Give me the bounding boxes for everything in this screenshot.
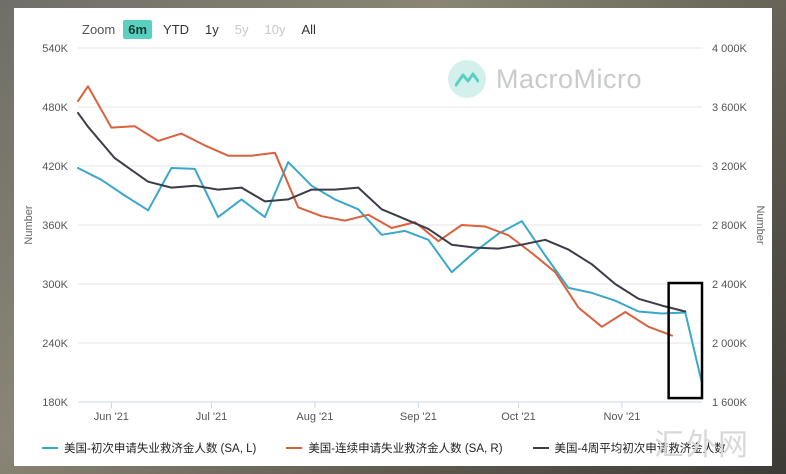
y-right-tick-label: 4 000K (712, 43, 748, 55)
zoom-5y-button: 5y (234, 21, 249, 37)
site-watermark: 汇外网 (654, 428, 750, 463)
legend-swatch-continuing-claims (286, 447, 303, 449)
y-left-tick-label: 540K (42, 43, 68, 55)
legend-swatch-4wk-average (532, 447, 549, 449)
series-line-initial-claims (77, 161, 703, 385)
y-left-tick-label: 360K (42, 220, 68, 232)
y-right-tick-label: 2 400K (712, 279, 748, 291)
x-tick-label: Oct '21 (501, 411, 536, 423)
y-right-axis-title: Number (754, 205, 766, 244)
y-left-tick-label: 240K (42, 338, 68, 350)
y-left-tick-label: 480K (42, 102, 68, 114)
x-tick-label: Jul '21 (196, 411, 227, 423)
zoom-1y-button[interactable]: 1y (205, 21, 219, 37)
legend-item-4wk-average[interactable]: 美国-4周平均初次申请救济金人数 (532, 440, 726, 456)
legend-item-continuing-claims[interactable]: 美国-连续申请失业救济金人数 (SA, R) (286, 440, 503, 456)
zoom-label: Zoom (82, 21, 116, 37)
y-right-tick-label: 1 600K (712, 397, 748, 409)
y-left-tick-label: 180K (42, 397, 68, 409)
legend-swatch-initial-claims (42, 447, 58, 449)
logo-text: MacroMicro (496, 63, 643, 94)
y-left-tick-label: 420K (42, 161, 68, 173)
line-chart: 180K 240K 300K 360K 420K 480K 540K 1 600K 2 000K… (23, 43, 766, 423)
legend-label-4wk-average: 美国-4周平均初次申请救济金人数 (554, 443, 726, 455)
x-tick-label: Nov '21 (603, 411, 640, 423)
zoom-all-button[interactable]: All (301, 21, 316, 37)
zoom-bar: Zoom 6m YTD 1y 5y 10y All (82, 18, 321, 40)
y-right-tick-label: 3 600K (712, 102, 748, 114)
zoom-6m-button[interactable]: 6m (123, 19, 153, 39)
y-left-tick-label: 300K (42, 279, 68, 291)
zoom-10y-button: 10y (264, 21, 286, 37)
zoom-ytd-button[interactable]: YTD (163, 21, 190, 37)
series-line-continuing-claims (77, 85, 673, 337)
y-left-axis-title: Number (23, 205, 35, 244)
legend: 美国-初次申请失业救济金人数 (SA, L) 美国-连续申请失业救济金人数 (S… (42, 440, 726, 456)
x-tick-label: Aug '21 (296, 411, 333, 423)
x-tick-label: Sep '21 (400, 411, 437, 423)
macromicro-logo: MacroMicro (448, 60, 642, 98)
chart-card: Zoom 6m YTD 1y 5y 10y All MacroMicro 180… (14, 8, 772, 466)
y-right-tick-label: 2 000K (712, 338, 748, 350)
series-line-4wk-average (77, 111, 687, 313)
y-right-tick-label: 3 200K (712, 161, 748, 173)
highlight-box (667, 281, 704, 400)
legend-label-continuing-claims: 美国-连续申请失业救济金人数 (SA, R) (308, 443, 503, 455)
x-tick-label: Jun '21 (94, 411, 129, 423)
logo-mark-icon (448, 60, 486, 98)
y-right-tick-label: 2 800K (712, 220, 748, 232)
legend-label-initial-claims: 美国-初次申请失业救济金人数 (SA, L) (64, 443, 257, 455)
legend-item-initial-claims[interactable]: 美国-初次申请失业救济金人数 (SA, L) (42, 440, 256, 456)
